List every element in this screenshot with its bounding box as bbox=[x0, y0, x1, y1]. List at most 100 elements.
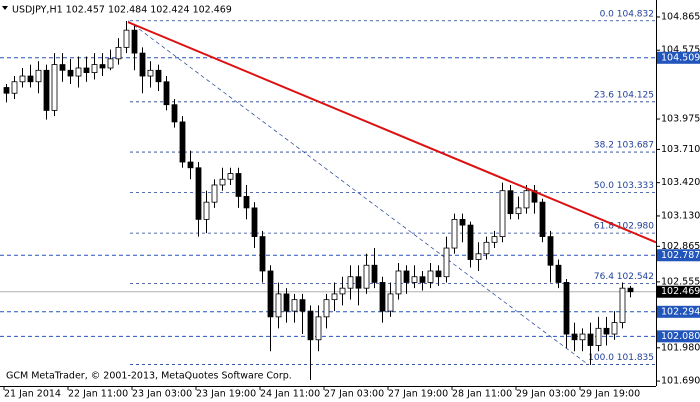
candle-body bbox=[611, 322, 618, 335]
fib-label: 61.8 102.980 bbox=[594, 222, 654, 232]
candle-body bbox=[363, 264, 370, 289]
candle-body bbox=[275, 293, 282, 318]
candle-body bbox=[403, 270, 410, 283]
candle-body bbox=[459, 218, 466, 226]
candle-body bbox=[539, 201, 546, 237]
candle-body bbox=[123, 29, 130, 48]
candle-body bbox=[411, 276, 418, 283]
candle-body bbox=[451, 218, 458, 249]
candle-body bbox=[331, 293, 338, 301]
y-tick-label: 102.865 bbox=[661, 241, 700, 252]
candle-body bbox=[259, 236, 266, 272]
candle-body bbox=[195, 167, 202, 220]
candle-body bbox=[107, 58, 114, 69]
candle-body bbox=[315, 316, 322, 341]
candle-body bbox=[547, 236, 554, 266]
candle-body bbox=[187, 161, 194, 169]
header-arrow bbox=[2, 6, 8, 10]
candle-body bbox=[243, 196, 250, 209]
candle-body bbox=[499, 190, 506, 237]
candle-body bbox=[3, 87, 10, 94]
candle-body bbox=[251, 207, 258, 237]
candle-body bbox=[35, 69, 42, 83]
fib-label: 38.2 103.687 bbox=[594, 141, 654, 151]
fib-label: 100.0 101.835 bbox=[588, 353, 654, 363]
candle-body bbox=[147, 69, 154, 77]
x-tick-label: 23 Jan 19:00 bbox=[196, 389, 256, 400]
candle-body bbox=[419, 276, 426, 283]
candle-body bbox=[483, 241, 490, 255]
candle-body bbox=[475, 253, 482, 260]
candle-body bbox=[603, 327, 610, 335]
candle-body bbox=[467, 224, 474, 260]
candle-body bbox=[323, 299, 330, 318]
candle-body bbox=[91, 64, 98, 73]
price-box bbox=[657, 330, 700, 343]
candle-body bbox=[267, 270, 274, 318]
price-box-label: 104.509 bbox=[661, 52, 700, 63]
fib-label: 50.0 103.333 bbox=[594, 181, 654, 191]
x-tick-label: 23 Jan 03:00 bbox=[132, 389, 192, 400]
y-tick-label: 103.420 bbox=[661, 177, 700, 188]
candle-body bbox=[563, 282, 570, 335]
candle-body bbox=[299, 299, 306, 312]
x-tick-label: 27 Jan 19:00 bbox=[388, 389, 448, 400]
price-box-label: 102.294 bbox=[661, 306, 700, 317]
candle-body bbox=[571, 333, 578, 341]
candle-body bbox=[371, 264, 378, 283]
candle-body bbox=[427, 270, 434, 283]
candle-body bbox=[203, 201, 210, 220]
price-box bbox=[657, 249, 700, 262]
fib-label: 76.4 102.542 bbox=[594, 272, 654, 282]
y-tick-label: 104.865 bbox=[661, 11, 700, 22]
candle-body bbox=[67, 69, 74, 77]
candle-body bbox=[379, 282, 386, 312]
x-tick-label: 21 Jan 2014 bbox=[4, 389, 61, 400]
candle-body bbox=[139, 52, 146, 77]
price-box bbox=[657, 51, 700, 64]
last-price-label: 102.469 bbox=[661, 286, 700, 297]
candle-body bbox=[627, 287, 634, 293]
candle-body bbox=[283, 293, 290, 312]
candle-body bbox=[75, 67, 82, 77]
candle-body bbox=[619, 287, 626, 323]
candle-body bbox=[347, 276, 354, 289]
candle-body bbox=[83, 67, 90, 73]
candle-body bbox=[507, 190, 514, 215]
candle-body bbox=[131, 29, 138, 54]
fib-label: 0.0 104.832 bbox=[600, 9, 654, 19]
candle-body bbox=[435, 270, 442, 278]
candle-body bbox=[515, 207, 522, 215]
candle-body bbox=[19, 75, 26, 83]
candle-body bbox=[11, 81, 18, 94]
y-tick-label: 103.130 bbox=[661, 210, 700, 221]
candle-body bbox=[595, 327, 602, 346]
candle-body bbox=[43, 69, 50, 111]
copyright: GCM MetaTrader, © 2001-2013, MetaQuotes … bbox=[6, 371, 292, 382]
candle-body bbox=[387, 293, 394, 312]
y-tick-label: 102.555 bbox=[661, 276, 700, 287]
x-tick-label: 28 Jan 11:00 bbox=[452, 389, 512, 400]
candle-body bbox=[491, 236, 498, 243]
price-box-label: 102.787 bbox=[661, 250, 700, 261]
x-tick-label: 22 Jan 11:00 bbox=[68, 389, 128, 400]
y-tick-label: 101.690 bbox=[661, 376, 700, 387]
last-price-box bbox=[657, 285, 700, 298]
y-tick-label: 103.975 bbox=[661, 114, 700, 125]
price-box-label: 102.080 bbox=[661, 331, 700, 342]
candle-body bbox=[443, 247, 450, 278]
candle-body bbox=[235, 173, 242, 197]
candle-body bbox=[523, 190, 530, 209]
candle-body bbox=[51, 64, 58, 111]
x-tick-label: 29 Jan 19:00 bbox=[580, 389, 640, 400]
x-tick-label: 29 Jan 03:00 bbox=[516, 389, 576, 400]
candle-body bbox=[579, 333, 586, 341]
trend-line bbox=[127, 21, 657, 244]
fib-label: 23.6 104.125 bbox=[594, 90, 654, 100]
fib-anchor-line bbox=[127, 20, 589, 365]
candle-body bbox=[291, 299, 298, 312]
plot: 104.865 104.575 103.975 103.710 103.420 103.1… bbox=[0, 9, 700, 400]
candle-body bbox=[219, 178, 226, 186]
candle-body bbox=[555, 264, 562, 283]
